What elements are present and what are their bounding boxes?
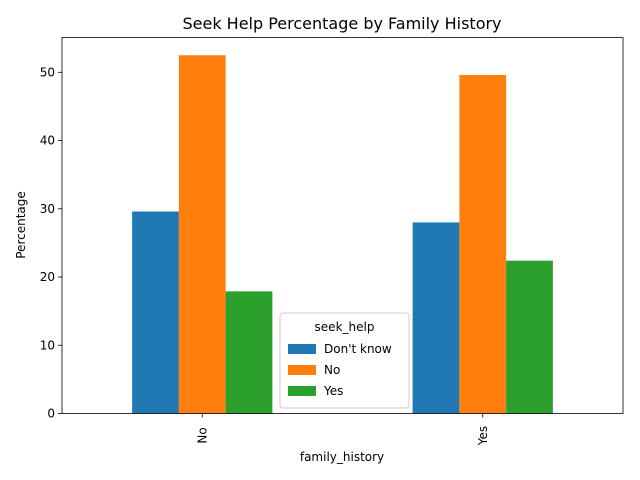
plot-frame bbox=[61, 37, 624, 414]
legend-box bbox=[279, 312, 410, 409]
legend-title: seek_help bbox=[315, 320, 375, 334]
chart-title: Seek Help Percentage by Family History bbox=[182, 14, 501, 33]
y-tick-label-20: 20 bbox=[40, 270, 55, 284]
y-tick-label-50: 50 bbox=[40, 65, 55, 79]
x-tick-label-yes: Yes bbox=[476, 426, 490, 446]
legend: seek_help Don't know No Yes bbox=[279, 312, 410, 409]
legend-label-dont-know: Don't know bbox=[324, 342, 392, 356]
x-axis-label: family_history bbox=[300, 450, 384, 464]
legend-swatch-no bbox=[288, 365, 316, 375]
bar-yes-no bbox=[225, 291, 273, 414]
y-tick-label-30: 30 bbox=[40, 202, 55, 216]
bar-don-t-know-no bbox=[132, 211, 179, 414]
legend-label-yes: Yes bbox=[323, 384, 343, 398]
legend-swatch-dont-know bbox=[288, 344, 316, 354]
bar-no-yes bbox=[459, 75, 507, 414]
bar-don-t-know-yes bbox=[412, 222, 460, 414]
legend-label-no: No bbox=[324, 363, 340, 377]
legend-swatch-yes bbox=[288, 386, 316, 396]
y-axis-label: Percentage bbox=[14, 191, 28, 259]
bar-no-no bbox=[178, 55, 226, 414]
bar-yes-yes bbox=[506, 260, 553, 414]
y-tick-label-10: 10 bbox=[40, 338, 55, 352]
y-tick-label-0: 0 bbox=[47, 407, 55, 421]
y-tick-label-40: 40 bbox=[40, 134, 55, 148]
x-tick-label-no: No bbox=[195, 427, 209, 443]
plot-area bbox=[132, 55, 553, 414]
